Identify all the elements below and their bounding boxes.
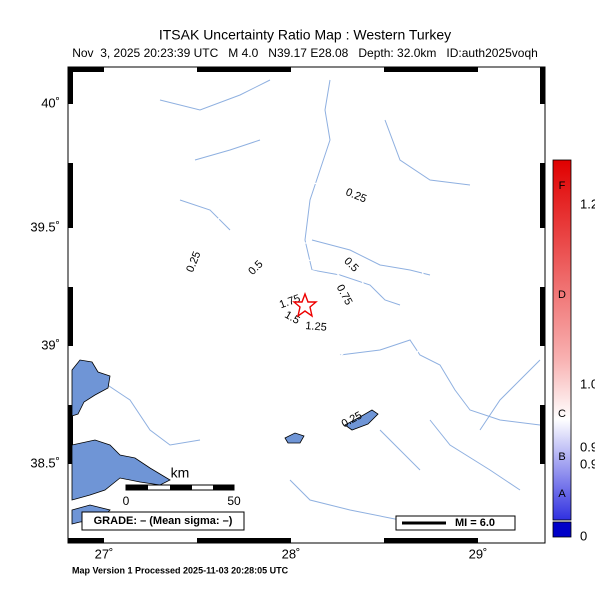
scale-label: 50 xyxy=(227,494,241,508)
colorbar-grade: D xyxy=(558,289,566,301)
contour xyxy=(242,242,368,368)
river xyxy=(429,419,521,491)
legend-box xyxy=(395,515,516,531)
colorbar-grade: C xyxy=(558,408,566,420)
border-segment xyxy=(68,67,73,104)
border-segment xyxy=(384,538,478,543)
epicenter xyxy=(292,292,318,318)
lake xyxy=(284,432,305,444)
scale-label: 0 xyxy=(123,494,130,508)
lat-label: 40˚ xyxy=(41,95,60,110)
scale-segment xyxy=(213,485,234,490)
colorbar-floor xyxy=(552,521,572,538)
river xyxy=(179,199,231,231)
legend-text: MI = 6.0 xyxy=(455,517,495,529)
scale-segment xyxy=(170,485,192,490)
contour xyxy=(278,278,332,332)
river xyxy=(99,379,201,446)
river xyxy=(384,119,471,186)
border-segment xyxy=(68,287,73,346)
title: ITSAK Uncertainty Ratio Map : Western Tu… xyxy=(159,27,451,43)
border-segment xyxy=(68,538,104,543)
border-segment xyxy=(68,163,73,228)
river xyxy=(194,139,261,161)
river xyxy=(479,359,541,431)
footer: Map Version 1 Processed 2025-11-03 20:28… xyxy=(72,565,289,575)
river xyxy=(311,239,431,276)
colorbar-label: 0.9 xyxy=(580,456,595,471)
contour xyxy=(182,182,428,428)
river xyxy=(304,79,401,306)
lon-label: 29˚ xyxy=(469,546,488,561)
lat-label: 38.5˚ xyxy=(30,455,60,470)
colorbar-label: 1.2 xyxy=(580,196,595,211)
colorbar-grade: A xyxy=(558,488,566,500)
border-segment xyxy=(197,538,291,543)
contour xyxy=(259,259,351,351)
colorbar-label: 1.0 xyxy=(580,376,595,391)
sea xyxy=(71,359,111,417)
colorbar xyxy=(552,159,572,521)
lon-label: 28˚ xyxy=(282,546,301,561)
border-segment xyxy=(540,163,545,228)
scale-title: km xyxy=(171,465,190,481)
colorbar-grade: B xyxy=(558,451,565,463)
border-segment xyxy=(197,67,291,72)
sea xyxy=(71,439,171,501)
river xyxy=(339,339,541,426)
contour-label: 1.25 xyxy=(305,320,327,334)
border-segment xyxy=(67,66,546,544)
contour xyxy=(269,269,341,341)
contours xyxy=(182,182,428,428)
lat-label: 39˚ xyxy=(41,337,60,352)
border-segment xyxy=(540,287,545,346)
scale-bar: km 0 50 xyxy=(123,465,241,508)
lake xyxy=(344,409,379,431)
contour xyxy=(286,286,324,324)
map-border xyxy=(67,66,546,544)
grade-text: GRADE: – (Mean sigma: –) xyxy=(94,515,233,527)
border-segment xyxy=(384,67,478,72)
river xyxy=(159,79,271,111)
border-segment xyxy=(540,405,545,464)
grade-box xyxy=(81,511,245,531)
colorbar-label: 0.9 xyxy=(580,439,595,454)
river xyxy=(289,479,401,521)
subtitle: Nov 3, 2025 20:23:39 UTC M 4.0 N39.17 E2… xyxy=(72,46,538,60)
scale-segment xyxy=(126,485,148,490)
rivers xyxy=(99,79,541,521)
border-segment xyxy=(68,67,104,72)
colorbar-label: 0 xyxy=(580,528,587,543)
lon-label: 27˚ xyxy=(95,546,114,561)
border-segment xyxy=(540,67,545,104)
colorbar-grade: F xyxy=(559,180,566,192)
river xyxy=(379,429,421,471)
lat-label: 39.5˚ xyxy=(30,219,60,234)
border-segment xyxy=(68,405,73,464)
